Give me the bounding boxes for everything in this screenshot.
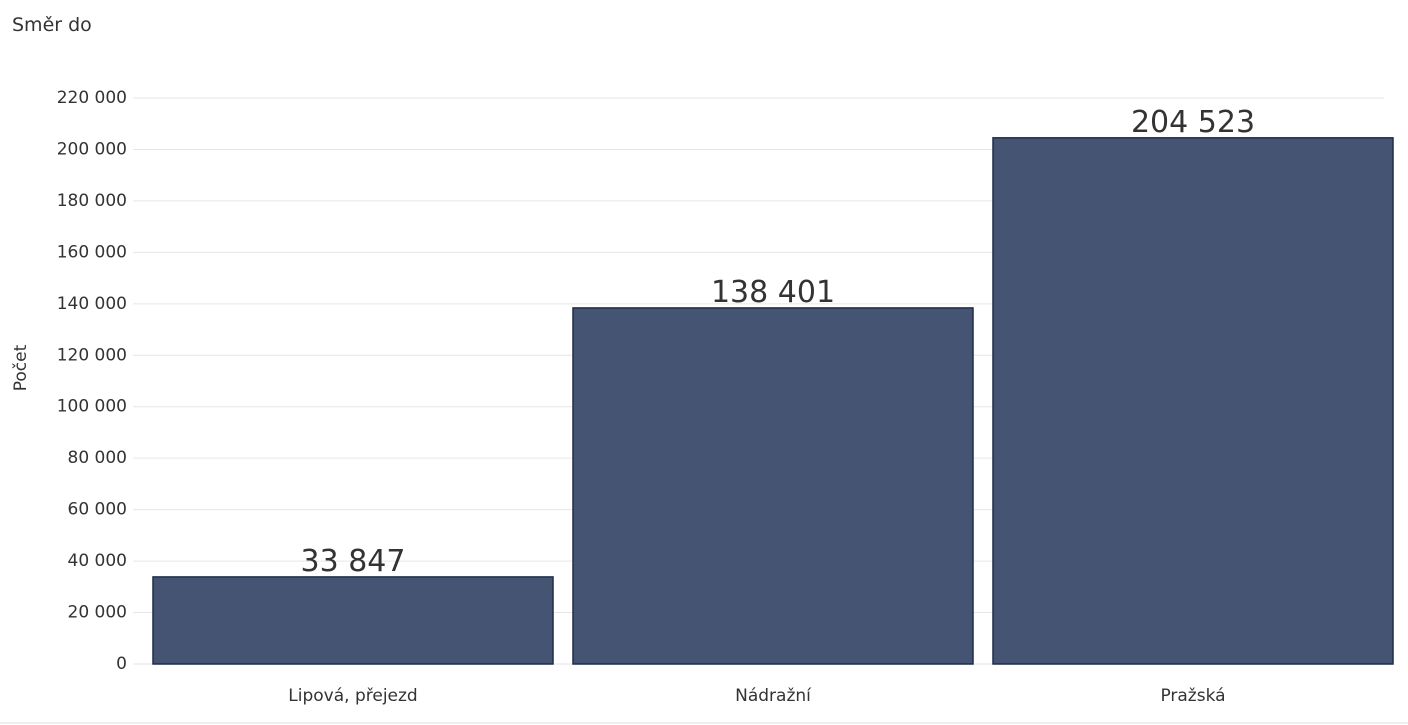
y-tick-label: 220 000 <box>57 88 127 108</box>
y-tick-label: 200 000 <box>57 139 127 159</box>
y-tick-label: 40 000 <box>68 551 127 571</box>
x-tick-label: Pražská <box>1160 686 1225 706</box>
y-tick-label: 120 000 <box>57 345 127 365</box>
y-tick-label: 160 000 <box>57 242 127 262</box>
x-tick-label: Nádražní <box>735 686 812 706</box>
bar <box>152 576 554 665</box>
x-tick-label: Lipová, přejezd <box>288 686 417 706</box>
value-label: 33 847 <box>301 544 406 579</box>
y-tick-label: 20 000 <box>68 603 127 623</box>
y-axis-label: Počet <box>11 344 31 391</box>
y-tick-label: 80 000 <box>68 448 127 468</box>
y-tick-label: 100 000 <box>57 397 127 417</box>
y-tick-label: 0 <box>116 654 127 674</box>
y-tick-label: 180 000 <box>57 191 127 211</box>
value-label: 138 401 <box>711 275 835 310</box>
y-tick-label: 140 000 <box>57 294 127 314</box>
chart-title: Směr do <box>12 14 92 36</box>
value-label: 204 523 <box>1131 105 1255 140</box>
y-tick-label: 60 000 <box>68 500 127 520</box>
bar <box>992 137 1394 665</box>
bar <box>572 307 974 665</box>
